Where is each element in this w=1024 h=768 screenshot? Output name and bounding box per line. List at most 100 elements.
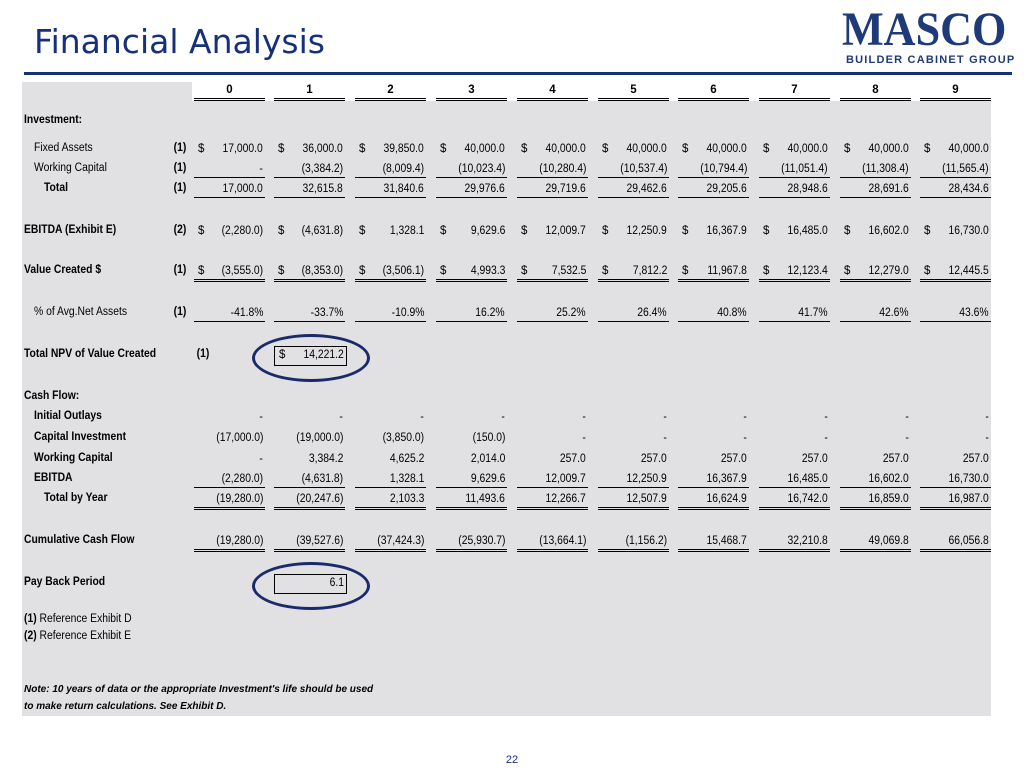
currency-symbol: $: [602, 265, 609, 277]
pct-net-assets-value-0: -41.8%: [230, 307, 263, 319]
year-header-8: 8: [840, 84, 911, 101]
year-header-5: 5: [598, 84, 669, 101]
total-value-4: 29,719.6: [545, 183, 586, 195]
working-capital-value-5: (10,537.4): [619, 163, 667, 175]
year-header-9: 9: [920, 84, 991, 101]
npv-label: Total NPV of Value Created: [24, 348, 157, 360]
fixed-assets-cell-8: $40,000.0: [840, 141, 911, 157]
value-created-ref: (1): [173, 264, 187, 276]
total-value-3: 29,976.6: [464, 183, 505, 195]
currency-symbol: $: [440, 143, 447, 155]
fixed-assets-label: Fixed Assets: [34, 142, 93, 154]
working-capital-cell-6: (10,794.4): [678, 161, 749, 178]
currency-symbol: $: [844, 225, 851, 237]
ebitda-ref: (2): [173, 224, 187, 236]
total-by-year-cell-6: 16,624.9: [678, 491, 749, 510]
ebitda-value-0: (2,280.0): [221, 225, 263, 237]
total-by-year-cell-4: 12,266.7: [517, 491, 588, 510]
value-created-value-7: 12,123.4: [787, 265, 828, 277]
working-capital-cell-4: (10,280.4): [517, 161, 588, 178]
capital-investment-value-5: -: [663, 432, 667, 444]
cf-working-capital-value-9: 257.0: [963, 453, 989, 465]
ebitda-cell-3: $9,629.6: [436, 223, 507, 239]
working-capital-ref: (1): [173, 162, 187, 174]
initial-outlays-value-1: -: [339, 411, 343, 423]
currency-symbol: $: [440, 225, 447, 237]
value-created-value-2: (3,506.1): [382, 265, 424, 277]
fixed-assets-cell-7: $40,000.0: [759, 141, 830, 157]
currency-symbol: $: [359, 143, 366, 155]
capital-investment-cell-9: -: [920, 430, 991, 446]
cf-working-capital-cell-4: 257.0: [517, 451, 588, 467]
year-header-6: 6: [678, 84, 749, 101]
cf-working-capital-cell-1: 3,384.2: [274, 451, 345, 467]
page-title: Financial Analysis: [34, 22, 325, 61]
initial-outlays-value-8: -: [905, 411, 909, 423]
capital-investment-cell-4: -: [517, 430, 588, 446]
value-created-cell-8: $12,279.0: [840, 263, 911, 282]
cf-ebitda-value-3: 9,629.6: [470, 473, 505, 485]
cf-ebitda-cell-4: 12,009.7: [517, 471, 588, 488]
ebitda-cell-7: $16,485.0: [759, 223, 830, 239]
capital-investment-value-6: -: [743, 432, 747, 444]
total-by-year-value-0: (19,280.0): [215, 493, 263, 505]
working-capital-value-8: (11,308.4): [862, 163, 909, 175]
capital-investment-value-9: -: [985, 432, 989, 444]
total-value-6: 29,205.6: [706, 183, 747, 195]
currency-symbol: $: [763, 143, 770, 155]
currency-symbol: $: [198, 143, 205, 155]
cf-ebitda-cell-8: 16,602.0: [840, 471, 911, 488]
cf-ebitda-cell-9: 16,730.0: [920, 471, 991, 488]
payback-label: Pay Back Period: [24, 576, 106, 588]
cash-flow-label: Cash Flow:: [24, 390, 80, 402]
capital-investment-cell-6: -: [678, 430, 749, 446]
value-created-cell-9: $12,445.5: [920, 263, 991, 282]
cf-working-capital-label: Working Capital: [34, 452, 113, 464]
cf-ebitda-value-2: 1,328.1: [389, 473, 424, 485]
reference-2: (2) Reference Exhibit E: [24, 630, 131, 642]
value-created-cell-3: $4,993.3: [436, 263, 507, 282]
initial-outlays-value-2: -: [420, 411, 424, 423]
total-by-year-cell-2: 2,103.3: [355, 491, 426, 510]
year-header-0: 0: [194, 84, 265, 101]
total-by-year-cell-1: (20,247.6): [274, 491, 345, 510]
initial-outlays-cell-5: -: [598, 409, 669, 425]
cf-working-capital-value-0: -: [259, 453, 263, 465]
value-created-cell-0: $ (3,555.0): [194, 263, 265, 282]
total-by-year-value-1: (20,247.6): [295, 493, 343, 505]
currency-symbol: $: [763, 265, 770, 277]
ebitda-value-4: 12,009.7: [545, 225, 586, 237]
value-created-value-3: 4,993.3: [470, 265, 505, 277]
total-cell-2: 31,840.6: [355, 181, 426, 198]
year-header-1: 1: [274, 84, 345, 101]
ebitda-value-1: (4,631.8): [301, 225, 343, 237]
total-by-year-value-7: 16,742.0: [787, 493, 828, 505]
spreadsheet: Total NPV of Value Created (1) $ 14,221.…: [22, 82, 991, 716]
value-created-cell-5: $7,812.2: [598, 263, 669, 282]
total-cell-4: 29,719.6: [517, 181, 588, 198]
cf-working-capital-cell-7: 257.0: [759, 451, 830, 467]
initial-outlays-value-6: -: [743, 411, 747, 423]
total-value-7: 28,948.6: [787, 183, 828, 195]
initial-outlays-value-4: -: [582, 411, 586, 423]
total-value-0: 17,000.0: [222, 183, 263, 195]
capital-investment-value-1: (19,000.0): [295, 432, 343, 444]
working-capital-cell-8: (11,308.4): [840, 161, 911, 178]
note-line-2: to make return calculations. See Exhibit…: [24, 701, 227, 712]
total-by-year-cell-8: 16,859.0: [840, 491, 911, 510]
capital-investment-value-7: -: [824, 432, 828, 444]
currency-symbol: $: [521, 225, 528, 237]
value-created-value-5: 7,812.2: [632, 265, 667, 277]
year-header-3: 3: [436, 84, 507, 101]
cumulative-cash-flow-cell-7: 32,210.8: [759, 533, 830, 552]
cf-ebitda-cell-7: 16,485.0: [759, 471, 830, 488]
cumulative-cash-flow-value-3: (25,930.7): [457, 535, 505, 547]
pct-net-assets-cell-2: -10.9%: [355, 305, 426, 322]
total-cell-6: 29,205.6: [678, 181, 749, 198]
pct-net-assets-value-8: 42.6%: [879, 307, 909, 319]
pct-net-assets-cell-5: 26.4%: [598, 305, 669, 322]
ebitda-cell-9: $16,730.0: [920, 223, 991, 239]
pct-net-assets-value-7: 41.7%: [798, 307, 828, 319]
fixed-assets-value-4: 40,000.0: [545, 143, 586, 155]
initial-outlays-cell-4: -: [517, 409, 588, 425]
